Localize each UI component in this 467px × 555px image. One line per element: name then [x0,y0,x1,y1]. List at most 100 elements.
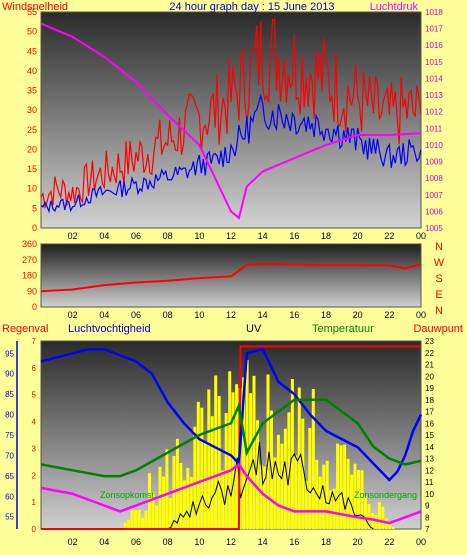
chart-title: 24 hour graph day : 15 June 2013 [169,1,334,13]
x-tick-label-18: 18 [321,310,331,320]
x-tick-label-22: 22 [384,310,394,320]
uv-bar [168,498,172,529]
wind-speed-tick-0: 0 [32,223,37,233]
uv-bar [266,374,270,529]
temperature-tick-18: 18 [425,396,434,405]
x-tick-label-16: 16 [289,231,299,241]
x-tick-label-14: 14 [258,310,268,320]
pressure-tick-1005: 1005 [425,224,443,233]
temperature-tick-21: 21 [425,361,434,370]
uv-bar [249,393,253,529]
uv-bar [151,491,155,529]
humidity-tick-80: 80 [5,411,14,420]
x-tick-label-04: 04 [99,537,109,547]
x-tick-label-06: 06 [131,537,141,547]
wind-speed-tick-10: 10 [27,184,37,194]
pressure-tick-1013: 1013 [425,91,443,100]
uv-bar [207,389,211,529]
x-tick-label-02: 02 [68,231,78,241]
uv-bar [214,375,218,529]
uv-bar [130,510,134,529]
pressure-tick-1010: 1010 [425,141,443,150]
pressure-tick-1009: 1009 [425,158,443,167]
uv-bar [203,441,207,529]
uv-bar [283,428,287,529]
temperature-tick-8: 8 [425,513,430,522]
uv-bar [318,476,322,529]
uv-bar [332,488,336,529]
uv-bar [304,480,308,529]
uv-bar [353,463,357,529]
rain-tick-6: 6 [32,364,37,373]
x-tick-label-14: 14 [258,537,268,547]
panel3-time-ticks: 02 04 06 08 10 12 14 16 18 20 22 00 [68,537,426,547]
humidity-tick-85: 85 [5,390,14,399]
uv-bar [155,505,158,529]
uv-bar [311,389,315,529]
temperature-tick-17: 17 [425,408,434,417]
uv-bar [339,445,343,529]
uv-bar [336,443,340,529]
temperature-tick-11: 11 [425,478,434,487]
uv-bar [388,521,392,529]
pressure-axis-label: Luchtdruk [370,1,419,13]
x-tick-label-12: 12 [226,310,236,320]
pressure-tick-1007: 1007 [425,191,443,200]
x-tick-label-00: 00 [416,310,426,320]
direction-tick-360: 360 [22,239,37,249]
uv-bar [322,464,326,529]
wind-speed-tick-50: 50 [27,27,37,37]
uv-bar [186,467,190,529]
uv-bar [364,496,367,529]
humidity-tick-65: 65 [5,472,14,481]
uv-label: UV [246,323,262,335]
sunset-annotation: Zonsondergang [354,490,417,500]
temperature-tick-9: 9 [425,502,430,511]
x-tick-label-12: 12 [226,537,236,547]
direction-tick-270: 270 [22,255,37,265]
wind-speed-tick-55: 55 [27,7,37,17]
uv-bar [308,428,312,529]
uv-bar [301,418,305,529]
uv-bar [252,375,256,529]
uv-bar [134,510,138,529]
uv-bar [189,476,193,529]
dewpoint-line [40,462,422,525]
dewpoint-label: Dauwpunt [413,323,463,335]
temperature-tick-20: 20 [425,372,434,381]
uv-bar [360,470,364,529]
uv-bar [377,502,381,529]
wind-speed-ticks: 0 5 10 15 20 25 30 35 40 45 50 55 [27,7,37,233]
temperature-tick-12: 12 [425,466,434,475]
x-tick-label-02: 02 [68,310,78,320]
x-tick-label-22: 22 [384,537,394,547]
temperature-tick-13: 13 [425,455,434,464]
uv-bar [350,474,354,529]
rain-tick-3: 3 [32,444,37,453]
x-tick-label-20: 20 [353,231,363,241]
uv-bar [259,464,263,529]
uv-bar [280,443,284,529]
uv-bar [175,438,179,529]
wind-direction-line [40,263,422,293]
uv-index-line [167,442,374,530]
wind-direction-ticks: 0 90 180 270 360 [22,239,37,312]
wind-speed-tick-25: 25 [27,125,37,135]
humidity-ticks: 55 60 65 70 75 80 85 90 95 [5,341,18,529]
x-tick-label-16: 16 [289,310,299,320]
compass-label-N: N [435,305,443,317]
uv-bar [210,416,214,529]
pressure-tick-1011: 1011 [425,124,443,133]
x-tick-label-08: 08 [163,537,173,547]
wind-pressure-series [40,18,422,220]
x-tick-label-00: 00 [416,537,426,547]
uv-bar [242,377,246,529]
pressure-tick-1015: 1015 [425,58,443,67]
pressure-tick-1016: 1016 [425,41,443,50]
uv-bar [381,506,385,529]
uv-bar [127,519,131,529]
uv-bar [231,392,235,529]
x-tick-label-00: 00 [416,231,426,241]
rain-tick-1: 1 [32,498,37,507]
temperature-tick-10: 10 [425,490,434,499]
